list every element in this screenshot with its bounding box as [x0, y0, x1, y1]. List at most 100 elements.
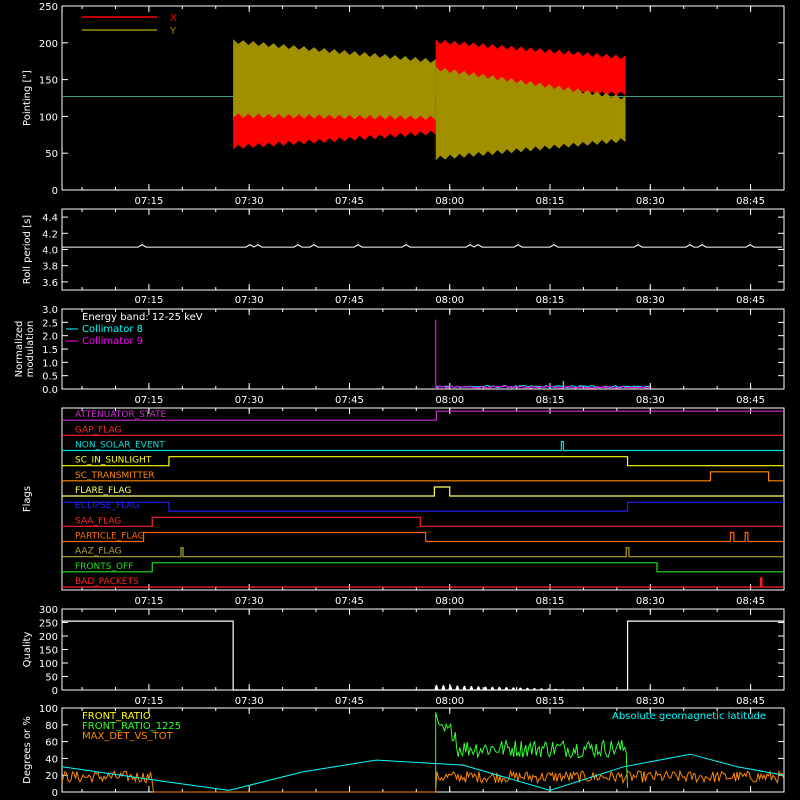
max-det-vs-tot-line	[61, 769, 784, 793]
x-tick-label: 07:30	[235, 596, 264, 607]
quality-bump	[539, 688, 544, 690]
quality-bump	[490, 686, 495, 690]
y-tick-label: 100	[39, 659, 58, 670]
x-tick-label: 07:30	[235, 696, 264, 707]
quality-bump	[504, 687, 509, 690]
quality-bump	[448, 685, 453, 690]
x-tick-label: 08:15	[536, 596, 565, 607]
flag-label-sc_transmitter: SC_TRANSMITTER	[75, 471, 155, 481]
legend-label-x: X	[170, 13, 177, 24]
legend-label: FRONT_RATIO	[82, 711, 151, 722]
x-tick-label: 07:30	[235, 196, 264, 207]
geomagnetic-latitude-line	[61, 753, 785, 791]
panel-frame	[61, 407, 785, 591]
legend-label: Energy band: 12-25 keV	[82, 312, 203, 323]
front-ratio-1225-line	[435, 712, 629, 788]
x-tick-label: 08:15	[536, 395, 565, 406]
flag-line-fronts_off	[62, 562, 784, 573]
y-tick-label: 250	[39, 619, 58, 630]
x-tick-label: 08:30	[636, 395, 665, 406]
quality-bump	[574, 689, 579, 690]
panel-4: 07:15 07:30 07:45 08:00 08:15 08:30 08:45 Flags…	[22, 407, 785, 607]
legend-label: Collimator 9	[82, 336, 143, 347]
flag-line-aaz_flag	[62, 547, 784, 558]
x-tick-label: 07:30	[235, 295, 264, 306]
x-tick-label: 08:45	[736, 196, 765, 207]
x-tick-label: 08:45	[736, 696, 765, 707]
flag-label-eclipse_flag: ECLIPSE_FLAG	[75, 501, 139, 511]
flag-line-bad_packets	[62, 577, 784, 588]
panel-5: 07:15 07:30 07:45 08:00 08:15 08:30 08:45 Quali…	[22, 605, 785, 707]
panel-2: 07:15 07:30 07:45 08:00 08:15 08:30 08:45 Roll …	[22, 208, 785, 306]
y-tick-label: 3.8	[42, 262, 58, 273]
quality-bump	[546, 688, 551, 690]
y-tick-label: 200	[39, 632, 58, 643]
y-tick-label: 2.5	[42, 318, 58, 329]
y-tick-label: 80	[45, 721, 58, 732]
y-tick-label: 1.0	[42, 358, 58, 369]
y-axis-label: Degrees or %	[22, 716, 33, 784]
flag-label-fronts_off: FRONTS_OFF	[75, 562, 133, 572]
flag-label-saa_flag: SAA_FLAG	[75, 516, 121, 526]
x-tick-label: 07:45	[335, 196, 364, 207]
y-tick-label: 250	[39, 2, 58, 13]
quality-bump	[462, 685, 467, 690]
series-y-band	[233, 39, 436, 121]
legend-label: FRONT_RATIO_1225	[82, 721, 181, 732]
quality-bump	[469, 685, 474, 690]
y-tick-label: 100	[39, 112, 58, 123]
x-tick-label: 08:00	[435, 395, 464, 406]
flag-label-attenuator_state: ATTENUATOR_STATE	[75, 410, 167, 420]
quality-bump	[532, 688, 537, 690]
panel-frame	[61, 5, 785, 191]
y-axis-label: modulation	[25, 321, 36, 378]
flag-line-particle_flag	[62, 531, 784, 543]
flag-label-sc_in_sunlight: SC_IN_SUNLIGHT	[75, 456, 152, 466]
x-tick-label: 07:15	[134, 696, 163, 707]
flag-line-eclipse_flag	[62, 501, 784, 512]
flag-line-sc_transmitter	[62, 471, 784, 482]
y-axis-label: Quality	[22, 632, 33, 668]
x-tick-label: 08:00	[435, 696, 464, 707]
x-tick-label: 07:15	[134, 596, 163, 607]
x-tick-label: 08:15	[536, 295, 565, 306]
x-tick-label: 08:45	[736, 395, 765, 406]
quality-bump	[497, 686, 502, 690]
flag-line-non_solar_event	[62, 440, 784, 452]
y-tick-label: 0	[52, 686, 58, 697]
x-tick-label: 08:15	[536, 196, 565, 207]
y-tick-label: 2.0	[42, 332, 58, 343]
y-tick-label: 3.6	[42, 278, 58, 289]
quality-bump	[434, 684, 439, 690]
flag-label-non_solar_event: NON_SOLAR_EVENT	[75, 441, 165, 451]
x-tick-label: 07:30	[235, 395, 264, 406]
quality-bump	[455, 685, 460, 690]
panel-3: 07:15 07:30 07:45 08:00 08:15 08:30 08:45 Norma…	[14, 305, 785, 406]
flag-label-particle_flag: PARTICLE_FLAG	[75, 532, 145, 542]
y-tick-label: 50	[45, 673, 58, 684]
panel-6: Degrees or % 0 20 40 60 80 100 FRONT_RATIOFRONT…	[22, 704, 785, 799]
quality-bump	[560, 689, 565, 690]
x-tick-label: 08:00	[435, 295, 464, 306]
quality-bump	[441, 684, 446, 690]
x-tick-label: 08:30	[636, 295, 665, 306]
y-tick-label: 3.0	[42, 305, 58, 316]
quality-bump	[483, 686, 488, 690]
x-tick-label: 07:15	[134, 295, 163, 306]
y-tick-label: 200	[39, 39, 58, 50]
x-tick-label: 07:15	[134, 395, 163, 406]
y-axis-label: Normalized	[14, 321, 25, 378]
x-tick-label: 08:45	[736, 596, 765, 607]
x-tick-label: 08:30	[636, 696, 665, 707]
flag-label-flare_flag: FLARE_FLAG	[75, 486, 131, 496]
x-tick-label: 08:45	[736, 295, 765, 306]
legend-label: Collimator 8	[82, 324, 143, 335]
x-tick-label: 08:30	[636, 196, 665, 207]
y-tick-label: 20	[45, 771, 58, 782]
y-axis-label: Pointing ["]	[22, 70, 33, 126]
flag-line-flare_flag	[62, 486, 784, 497]
flag-label-aaz_flag: AAZ_FLAG	[75, 547, 122, 557]
x-tick-label: 08:00	[435, 196, 464, 207]
